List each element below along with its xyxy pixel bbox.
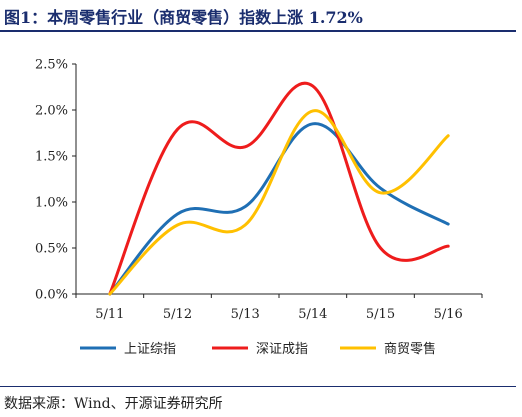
y-tick-label: 1.5% — [35, 150, 68, 165]
title-divider — [0, 30, 516, 32]
y-tick-label: 0.0% — [35, 288, 68, 303]
line-chart: 0.0% 0.5% 1.0% 1.5% 2.0% 2.5% 5/11 5/12 5/13 5/14… — [35, 58, 483, 357]
legend-label-3: 商贸零售 — [384, 341, 436, 357]
legend-label-1: 上证综指 — [124, 342, 176, 357]
y-tick-label: 0.5% — [35, 242, 68, 257]
y-tick-label: 2.0% — [35, 104, 68, 119]
x-tick-label: 5/11 — [95, 307, 124, 322]
data-source-note: 数据来源：Wind、开源证券研究所 — [4, 396, 223, 412]
x-tick-label: 5/12 — [163, 307, 192, 322]
x-tick-label: 5/15 — [366, 307, 395, 322]
chart-axes: 0.0% 0.5% 1.0% 1.5% 2.0% 2.5% 5/11 5/12 5/13 5/14… — [35, 58, 483, 322]
source-divider — [0, 386, 516, 387]
y-tick-label: 2.5% — [35, 58, 68, 73]
series-line-3 — [108, 109, 450, 296]
x-tick-label: 5/16 — [434, 307, 463, 322]
y-tick-label: 1.0% — [35, 196, 68, 211]
x-tick-label: 5/13 — [231, 307, 260, 322]
x-tick-label: 5/14 — [298, 307, 327, 322]
chart-legend: 上证综指 深证成指 商贸零售 — [80, 341, 436, 357]
chart-title: 图1：本周零售行业（商贸零售）指数上涨 1.72% — [4, 8, 363, 27]
series-line-2 — [108, 81, 450, 296]
series-line-1 — [108, 122, 450, 296]
series-layer — [108, 81, 450, 296]
legend-label-2: 深证成指 — [256, 342, 308, 357]
